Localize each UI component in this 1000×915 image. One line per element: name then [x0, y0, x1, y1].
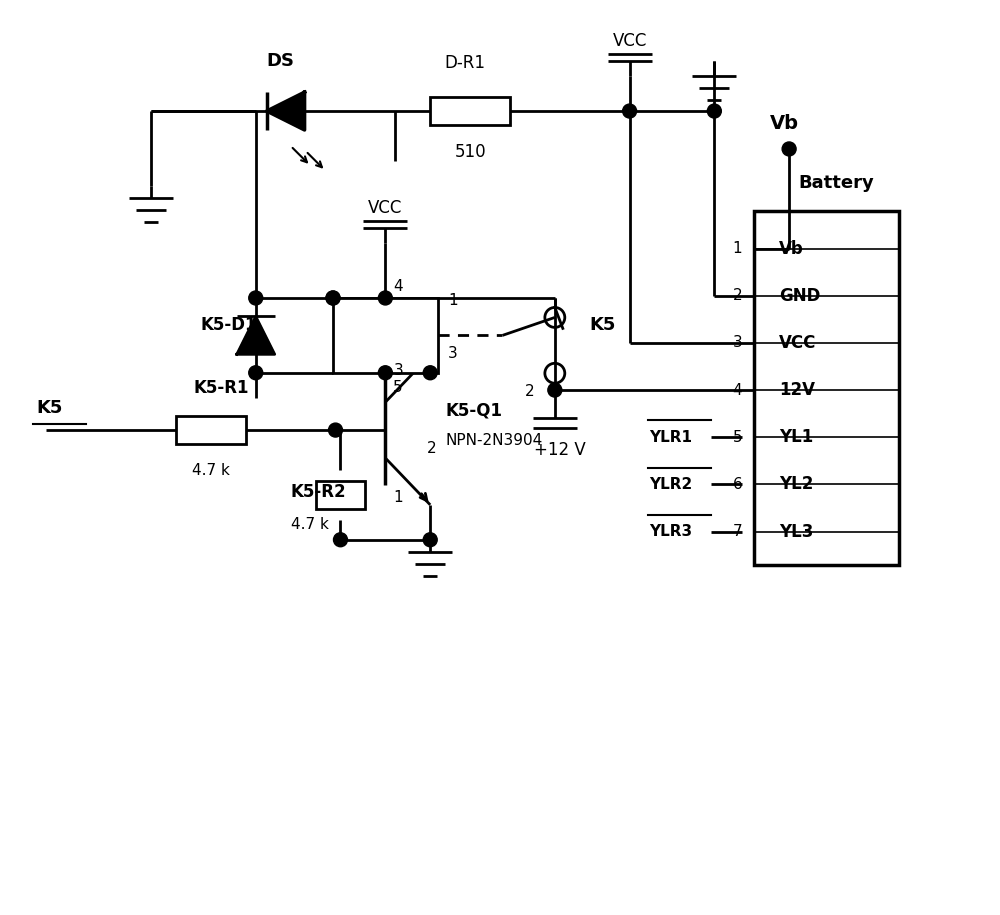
Text: YL1: YL1	[779, 428, 813, 447]
Text: 1: 1	[393, 490, 403, 505]
Text: 6: 6	[733, 477, 742, 492]
Text: K5-R1: K5-R1	[193, 379, 249, 397]
Text: 5: 5	[393, 381, 403, 395]
Text: K5-Q1: K5-Q1	[445, 401, 502, 419]
Text: Battery: Battery	[799, 174, 874, 192]
Circle shape	[423, 366, 437, 380]
Text: 1: 1	[733, 241, 742, 256]
Text: K5: K5	[590, 317, 616, 334]
Text: DS: DS	[267, 52, 295, 70]
Text: VCC: VCC	[779, 334, 817, 352]
Text: 7: 7	[733, 524, 742, 539]
Text: YLR2: YLR2	[650, 477, 693, 492]
Text: 12V: 12V	[779, 381, 815, 399]
Bar	[430, 97, 510, 125]
Text: YLR1: YLR1	[650, 430, 693, 445]
Bar	[333, 298, 438, 372]
Text: YL3: YL3	[779, 522, 814, 541]
Text: NPN-2N3904: NPN-2N3904	[445, 433, 542, 447]
Text: 4: 4	[733, 382, 742, 398]
Text: K5: K5	[36, 399, 63, 417]
Text: 5: 5	[733, 430, 742, 445]
Text: YLR3: YLR3	[650, 524, 693, 539]
Circle shape	[623, 104, 637, 118]
Circle shape	[334, 533, 347, 547]
Text: 2: 2	[427, 440, 437, 456]
Text: Vb: Vb	[770, 113, 799, 133]
Circle shape	[378, 366, 392, 380]
Circle shape	[249, 366, 263, 380]
Bar	[176, 416, 246, 444]
Text: 3: 3	[733, 336, 742, 350]
Text: 4.7 k: 4.7 k	[291, 517, 329, 533]
Circle shape	[326, 291, 340, 305]
Circle shape	[548, 383, 562, 397]
Text: GND: GND	[779, 286, 821, 305]
Text: D-R1: D-R1	[445, 54, 486, 72]
Bar	[754, 210, 899, 565]
Circle shape	[249, 291, 263, 305]
Text: 4: 4	[393, 278, 403, 294]
Text: 2: 2	[525, 383, 535, 399]
Text: +12 V: +12 V	[534, 441, 586, 459]
Text: Vb: Vb	[779, 240, 804, 257]
Polygon shape	[237, 317, 275, 354]
Circle shape	[378, 291, 392, 305]
Text: 1: 1	[448, 293, 457, 308]
Circle shape	[707, 104, 721, 118]
Circle shape	[329, 423, 342, 437]
Circle shape	[423, 533, 437, 547]
Text: VCC: VCC	[612, 32, 647, 50]
Text: YL2: YL2	[779, 476, 814, 493]
Polygon shape	[267, 92, 305, 130]
Text: K5-R2: K5-R2	[291, 483, 346, 501]
Bar	[316, 481, 365, 509]
Text: VCC: VCC	[368, 199, 403, 217]
Circle shape	[782, 142, 796, 156]
Text: 3: 3	[393, 362, 403, 378]
Text: 2: 2	[733, 288, 742, 303]
Text: 510: 510	[454, 143, 486, 161]
Text: 3: 3	[448, 346, 458, 361]
Circle shape	[326, 291, 340, 305]
Text: K5-D1: K5-D1	[201, 317, 257, 334]
Text: 4.7 k: 4.7 k	[192, 463, 230, 478]
